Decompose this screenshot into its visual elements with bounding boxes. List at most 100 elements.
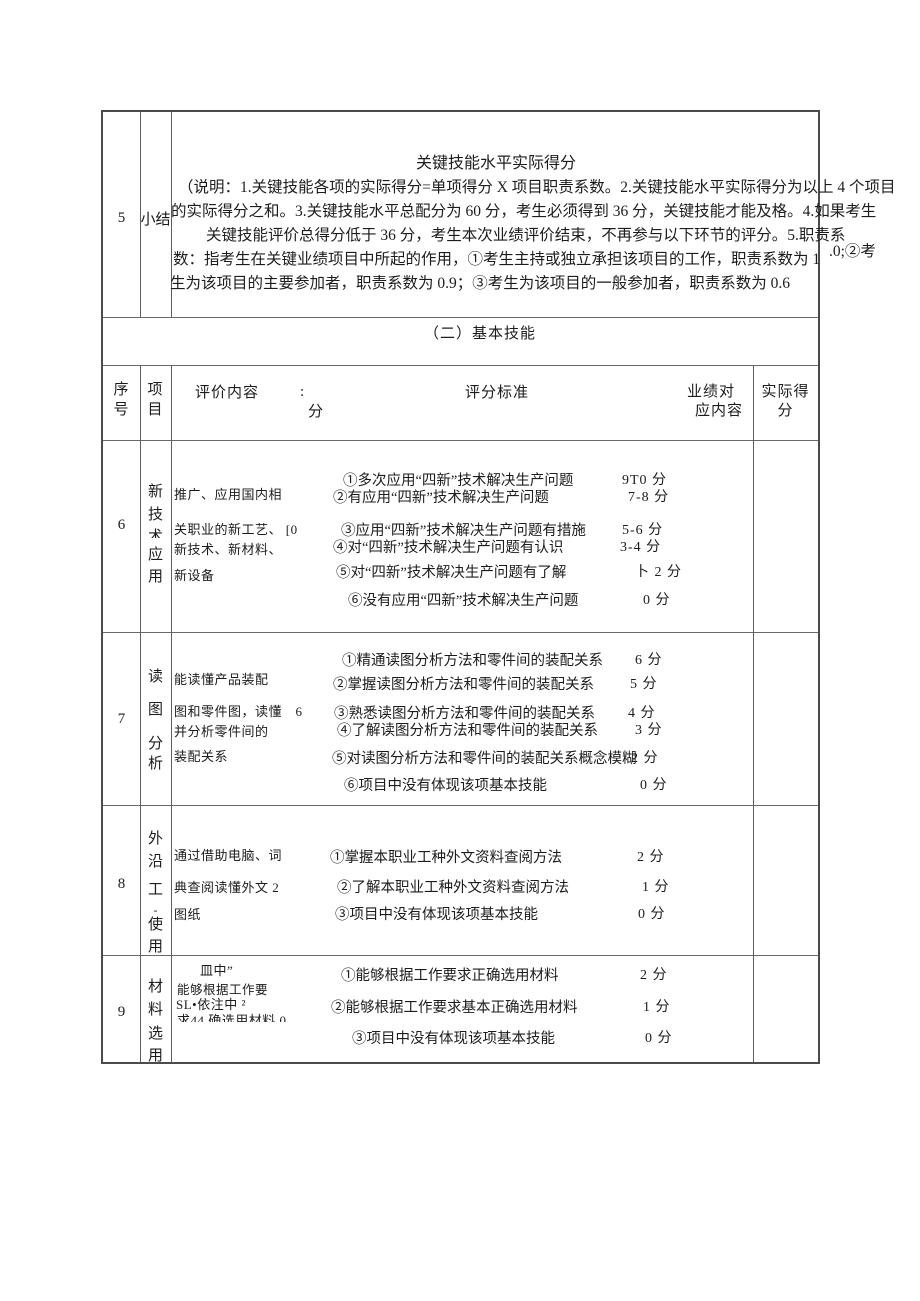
criterion-text: ②掌握读图分析方法和零件间的装配关系 <box>333 677 594 693</box>
criterion-text: ①精通读图分析方法和零件间的装配关系 <box>342 653 603 669</box>
item-char: 分 <box>147 736 163 752</box>
column-divider <box>140 112 141 317</box>
criterion-text: ③应用“四新”技术解决生产问题有措施 <box>341 523 586 539</box>
column-header-actual-score: 实际得分 <box>753 383 818 421</box>
criterion-text: ②能够根据工作要求基本正确选用材料 <box>331 1000 578 1016</box>
item-char: 选 <box>147 1026 163 1042</box>
criterion-text: ④了解读图分析方法和零件间的装配关系 <box>337 723 598 739</box>
criterion-text: ②有应用“四新”技术解决生产问题 <box>333 490 549 506</box>
criterion-text: ③项目中没有体现该项基本技能 <box>335 907 538 923</box>
content-line: 新技术、新材料、 <box>174 542 283 557</box>
item-char: 析 <box>147 756 163 772</box>
column-header-fen: 分 <box>308 404 325 420</box>
criterion-score: 2 分 <box>637 850 665 865</box>
column-header-colon: : <box>300 384 306 400</box>
content-line: 求44 确选用材料 0 <box>177 1013 287 1022</box>
item-char: 用 <box>147 569 163 585</box>
column-header-standard: 评分标准 <box>465 385 530 401</box>
criterion-score: 4 分 <box>628 706 656 721</box>
content-line: 并分析零件间的 <box>174 724 269 739</box>
criterion-score: 7-8 分 <box>628 490 670 505</box>
content-line: 通过借助电脑、词 <box>174 848 283 863</box>
row-serial: 8 <box>117 876 126 892</box>
criterion-text: ⑤对“四新”技术解决生产问题有了解 <box>336 565 567 581</box>
criterion-text: ③项目中没有体现该项基本技能 <box>352 1031 555 1047</box>
item-char: 材 <box>147 979 163 995</box>
content-line: 装配关系 <box>174 749 229 764</box>
criterion-score: 5 分 <box>630 677 658 692</box>
row-divider <box>103 805 818 806</box>
criterion-score: 0 分 <box>638 907 666 922</box>
column-header-item-text: 项目 <box>147 382 164 418</box>
row-serial: 5 <box>117 210 126 226</box>
criterion-score: 6 分 <box>635 653 663 668</box>
row-serial: 7 <box>117 711 126 727</box>
column-divider <box>171 112 172 317</box>
criterion-score: 1 分 <box>642 880 670 895</box>
criterion-text: ①能够根据工作要求正确选用材料 <box>341 968 559 984</box>
row-serial: 9 <box>117 1004 126 1020</box>
criterion-score: 卜 2 分 <box>635 565 682 580</box>
summary-overflow-fragment: .0;②考 <box>829 243 876 260</box>
criterion-score: 3 分 <box>635 723 663 738</box>
criterion-text: ⑥没有应用“四新”技术解决生产问题 <box>348 593 579 609</box>
item-char: 使 <box>147 917 163 933</box>
column-header-content: 评价内容 <box>195 385 260 401</box>
row-divider <box>103 955 818 956</box>
column-header-item: 项目 <box>140 380 171 420</box>
item-char: 用 <box>147 1048 163 1064</box>
item-char: 技 <box>147 507 163 523</box>
criterion-text: ②了解本职业工种外文资料查阅方法 <box>337 880 569 896</box>
criterion-text: ④对“四新”技术解决生产问题有认识 <box>333 540 564 556</box>
column-divider <box>171 365 172 1062</box>
criterion-score: 5-6 分 <box>622 523 664 538</box>
evaluation-table: 5 小结 关键技能水平实际得分 （说明：1.关键技能各项的实际得分=单项得分 X… <box>101 110 895 1064</box>
item-char: 术 <box>147 529 163 538</box>
criterion-text: ①掌握本职业工种外文资料查阅方法 <box>330 850 562 866</box>
item-char: 料 <box>147 1002 163 1018</box>
criterion-text: ⑥项目中没有体现该项基本技能 <box>344 778 547 794</box>
row-divider <box>103 440 818 441</box>
item-char: 沿 <box>147 854 163 870</box>
item-char: 读 <box>147 669 163 685</box>
item-char: 图 <box>147 702 163 718</box>
criterion-text: ①多次应用“四新”技术解决生产问题 <box>343 473 574 489</box>
content-line: 图和零件图，读懂 6 <box>174 704 303 719</box>
row-serial: 6 <box>117 517 126 533</box>
row-item-label: 小结 <box>140 212 171 228</box>
summary-note-line: 关键技能评价总得分低于 36 分，考生本次业绩评价结束，不再参与以下环节的评分。… <box>206 227 846 244</box>
criterion-text: ⑤对读图分析方法和零件间的装配关系概念模糊 <box>332 751 637 767</box>
column-divider <box>140 365 141 1062</box>
content-line: 能够根据工作要 <box>177 983 269 997</box>
summary-title: 关键技能水平实际得分 <box>415 155 577 172</box>
summary-note-line: 的实际得分之和。3.关键技能水平总配分为 60 分，考生必须得到 36 分，关键… <box>171 203 877 220</box>
criterion-text: ③熟悉读图分析方法和零件间的装配关系 <box>334 706 595 722</box>
column-header-serial: 序号 <box>103 380 140 420</box>
criterion-score: 0 分 <box>643 593 671 608</box>
criterion-score: 0 分 <box>640 778 668 793</box>
column-header-performance-line2: 应内容 <box>695 403 744 419</box>
column-divider <box>753 365 754 1062</box>
item-char: 外 <box>147 831 163 847</box>
item-char: 新 <box>147 484 163 500</box>
section-title: （二）基本技能 <box>423 326 537 342</box>
summary-note-line: （说明：1.关键技能各项的实际得分=单项得分 X 项目职责系数。2.关键技能水平… <box>178 179 896 196</box>
criterion-score: 3-4 分 <box>620 540 662 555</box>
criterion-score: 9T0 分 <box>622 473 668 488</box>
criterion-score: 2 分 <box>631 751 659 766</box>
criterion-score: 2 分 <box>640 968 668 983</box>
row-divider <box>103 632 818 633</box>
summary-note-line: 数：指考生在关键业绩项目中所起的作用，①考生主持或独立承担该项目的工作，职责系数… <box>173 251 821 268</box>
column-header-performance-line1: 业绩对 <box>687 384 736 400</box>
content-line: 推广、应用国内相 <box>174 487 283 502</box>
column-header-actual-score-text: 实际得分 <box>761 384 810 419</box>
content-line: 典查阅读懂外文 2 <box>174 880 280 895</box>
content-line: 图纸 <box>174 907 202 922</box>
content-line: 皿中” <box>200 963 234 978</box>
criterion-score: 1 分 <box>643 1000 671 1015</box>
content-line: SL•依注中 ² <box>176 997 246 1012</box>
content-line: 关职业的新工艺、 [0 <box>174 522 298 537</box>
content-line: 新设备 <box>174 568 215 583</box>
row-divider <box>103 365 818 366</box>
